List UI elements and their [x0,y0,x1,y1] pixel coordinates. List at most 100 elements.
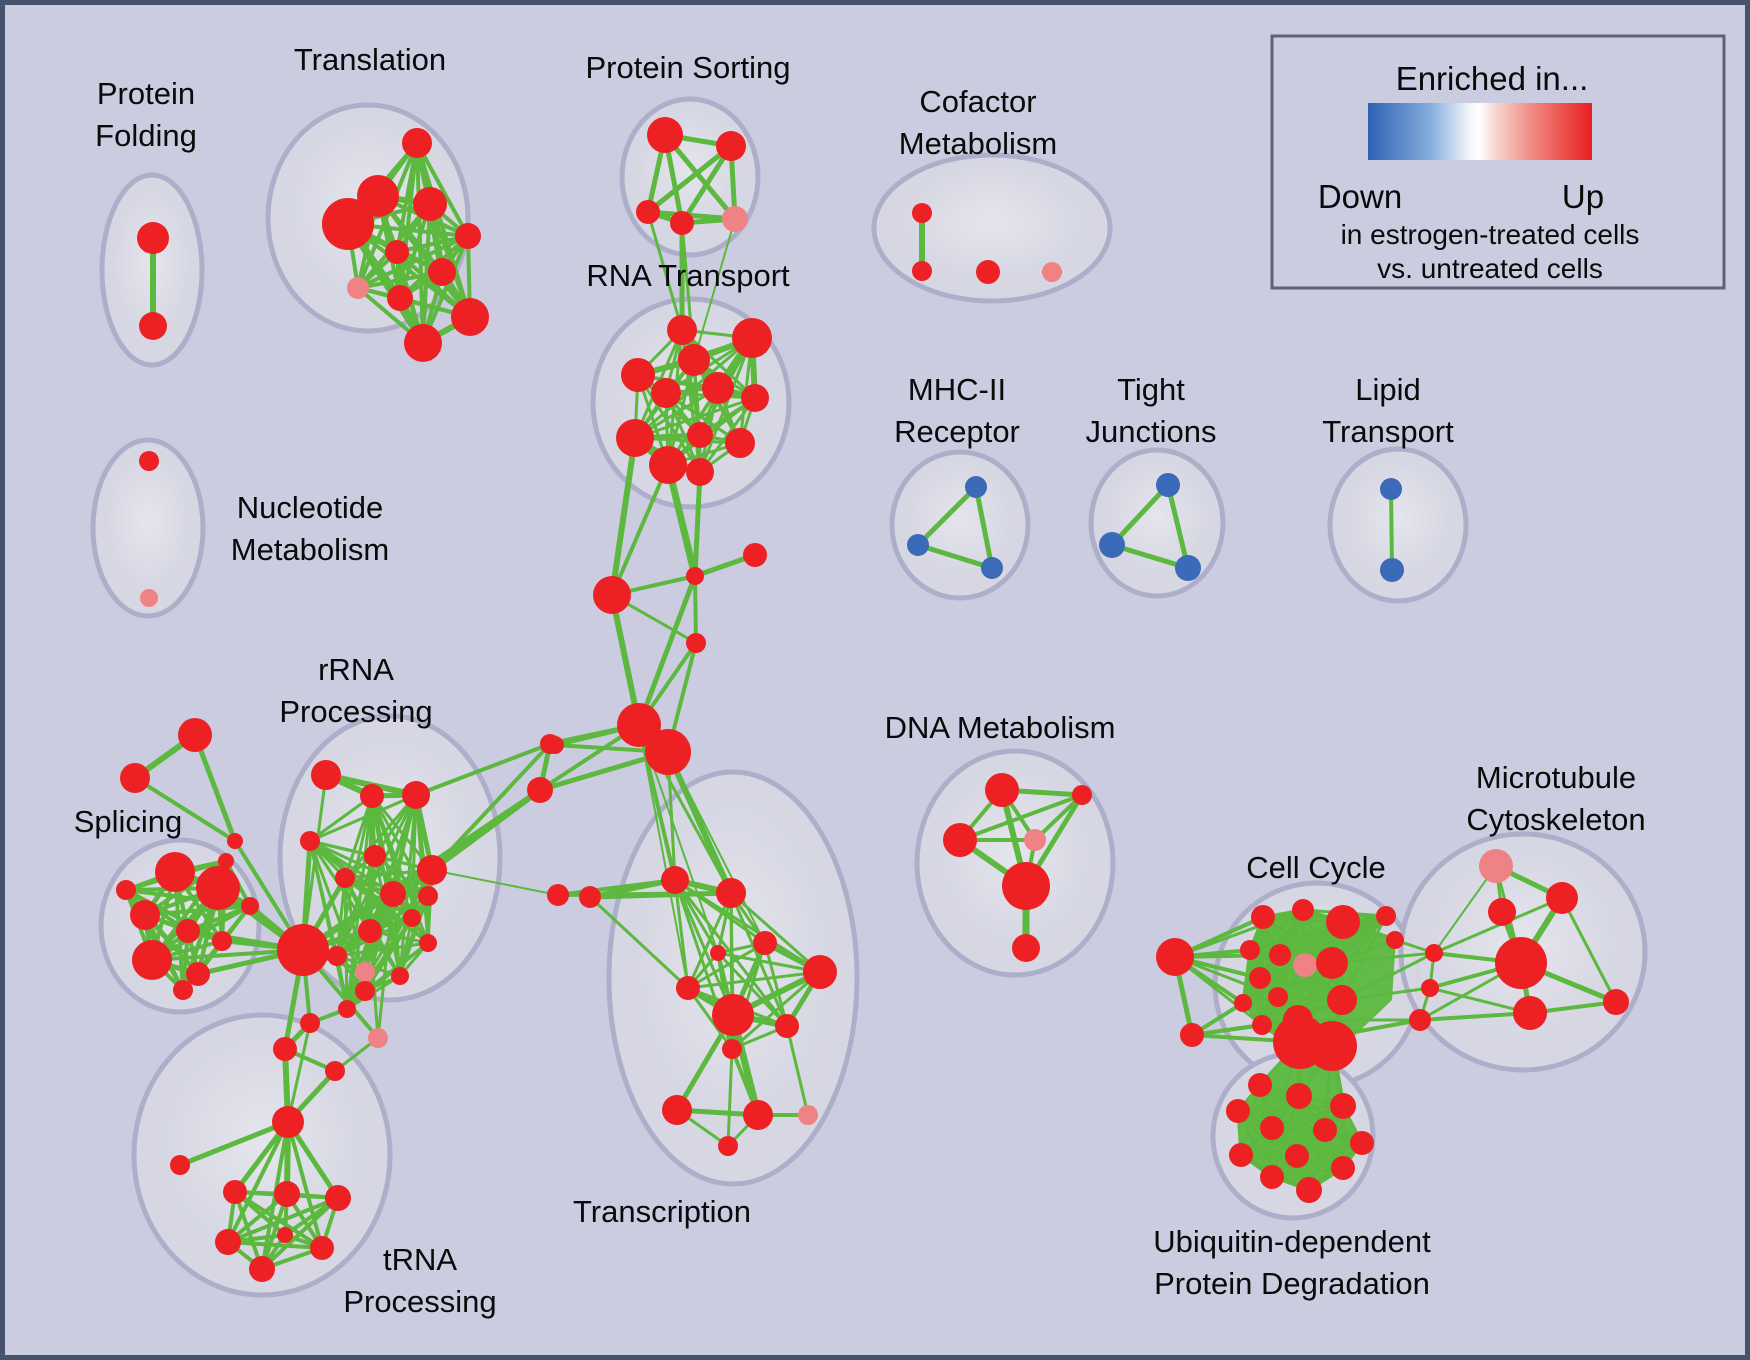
cluster-ellipse-nucleotide-metabolism [90,437,206,619]
network-node-72 [364,845,386,867]
network-node-55 [196,866,240,910]
network-edge [665,749,734,896]
network-node-118 [1012,934,1040,962]
network-node-96 [310,1236,334,1260]
network-node-112 [718,1136,738,1156]
network-node-28 [649,446,687,484]
cluster-ellipse-tight-junctions [1088,447,1226,599]
network-node-139 [1546,882,1578,914]
network-node-131 [1234,994,1252,1012]
network-node-11 [451,298,489,336]
network-edge [667,751,766,944]
network-node-68 [311,760,341,790]
network-node-94 [325,1185,351,1211]
network-edge [1432,896,1564,955]
network-edge [421,234,470,345]
network-edge [680,328,757,400]
cluster-ellipse-mhc-ii-receptor [889,449,1031,601]
cluster-label-protein-sorting: Protein Sorting [585,50,790,85]
network-node-110 [743,1100,773,1130]
network-node-125 [1240,940,1260,960]
network-node-24 [741,384,769,412]
cluster-ellipse-lipid-transport [1327,446,1469,604]
network-node-1 [139,312,167,340]
network-node-87 [540,734,560,754]
legend-subtitle-line1: in estrogen-treated cells [1341,219,1640,250]
network-node-148 [1286,1083,1312,1109]
network-node-33 [686,633,706,653]
network-edge [915,484,979,548]
network-node-7 [385,240,409,264]
network-node-3 [357,175,399,217]
cluster-label-splicing: Splicing [74,804,183,839]
network-edge [1109,542,1191,571]
network-node-115 [943,823,977,857]
network-node-152 [1313,1118,1337,1142]
network-edge [177,1119,291,1168]
network-edge [664,461,699,580]
legend: Enriched in... Down Up in estrogen-treat… [1270,34,1726,290]
network-node-140 [1488,898,1516,926]
cluster-label-ubiquitin-dependent-protein-degradation: Ubiquitin-dependent Protein Degradation [1153,1224,1431,1301]
network-edge [1239,1128,1327,1157]
network-edge [686,970,822,990]
cluster-ellipse-dna-metabolism [914,748,1116,978]
network-edge [673,878,690,990]
network-edge [1340,914,1388,1002]
network-node-95 [215,1229,241,1255]
network-node-91 [170,1155,190,1175]
network-edge [637,723,677,882]
network-node-0 [137,222,169,254]
network-edge [692,469,703,579]
network-edge [343,876,349,1011]
network-node-17 [722,206,748,232]
network-node-103 [710,945,726,961]
cluster-label-dna-metabolism: DNA Metabolism [885,710,1116,745]
legend-subtitle-line2: vs. untreated cells [1377,253,1603,284]
network-node-41 [965,476,987,498]
network-edge [645,143,734,215]
network-node-9 [347,277,369,299]
network-edge [588,895,690,990]
network-node-114 [1072,785,1092,805]
cluster-label-protein-folding: Protein Folding [95,76,197,153]
network-edge [301,773,328,952]
network-edge [356,234,470,290]
network-node-84 [300,1013,320,1033]
network-node-39 [976,260,1000,284]
network-node-83 [338,1000,356,1018]
network-edge [1389,487,1394,572]
network-node-121 [1251,905,1275,929]
network-edge [356,270,444,290]
network-node-76 [418,886,438,906]
network-edge [1173,908,1305,959]
network-node-142 [1513,996,1547,1030]
network-edge [716,951,822,974]
network-node-111 [798,1105,818,1125]
network-node-26 [687,422,713,448]
network-edge [686,941,767,990]
legend-gradient-bar [1368,103,1592,160]
network-node-88 [527,777,553,803]
cluster-label-transcription: Transcription [573,1194,751,1229]
network-node-78 [358,919,382,943]
network-edge [1330,951,1436,965]
network-edge [958,793,1084,842]
network-node-126 [1269,944,1291,966]
network-node-2 [402,128,432,158]
network-node-81 [391,967,409,985]
network-node-69 [360,784,384,808]
cluster-label-mhc-ii-receptor: MHC-II Receptor [894,372,1020,449]
network-edge [693,574,698,645]
network-node-130 [1268,987,1288,1007]
network-node-99 [661,866,689,894]
network-edge [609,435,638,598]
network-node-106 [712,994,754,1036]
network-edge [587,890,734,900]
network-node-137 [1307,1021,1357,1071]
network-node-75 [380,881,406,907]
network-edge [1241,961,1334,1005]
network-node-71 [300,831,320,851]
network-node-22 [651,378,681,408]
network-node-77 [403,909,421,927]
